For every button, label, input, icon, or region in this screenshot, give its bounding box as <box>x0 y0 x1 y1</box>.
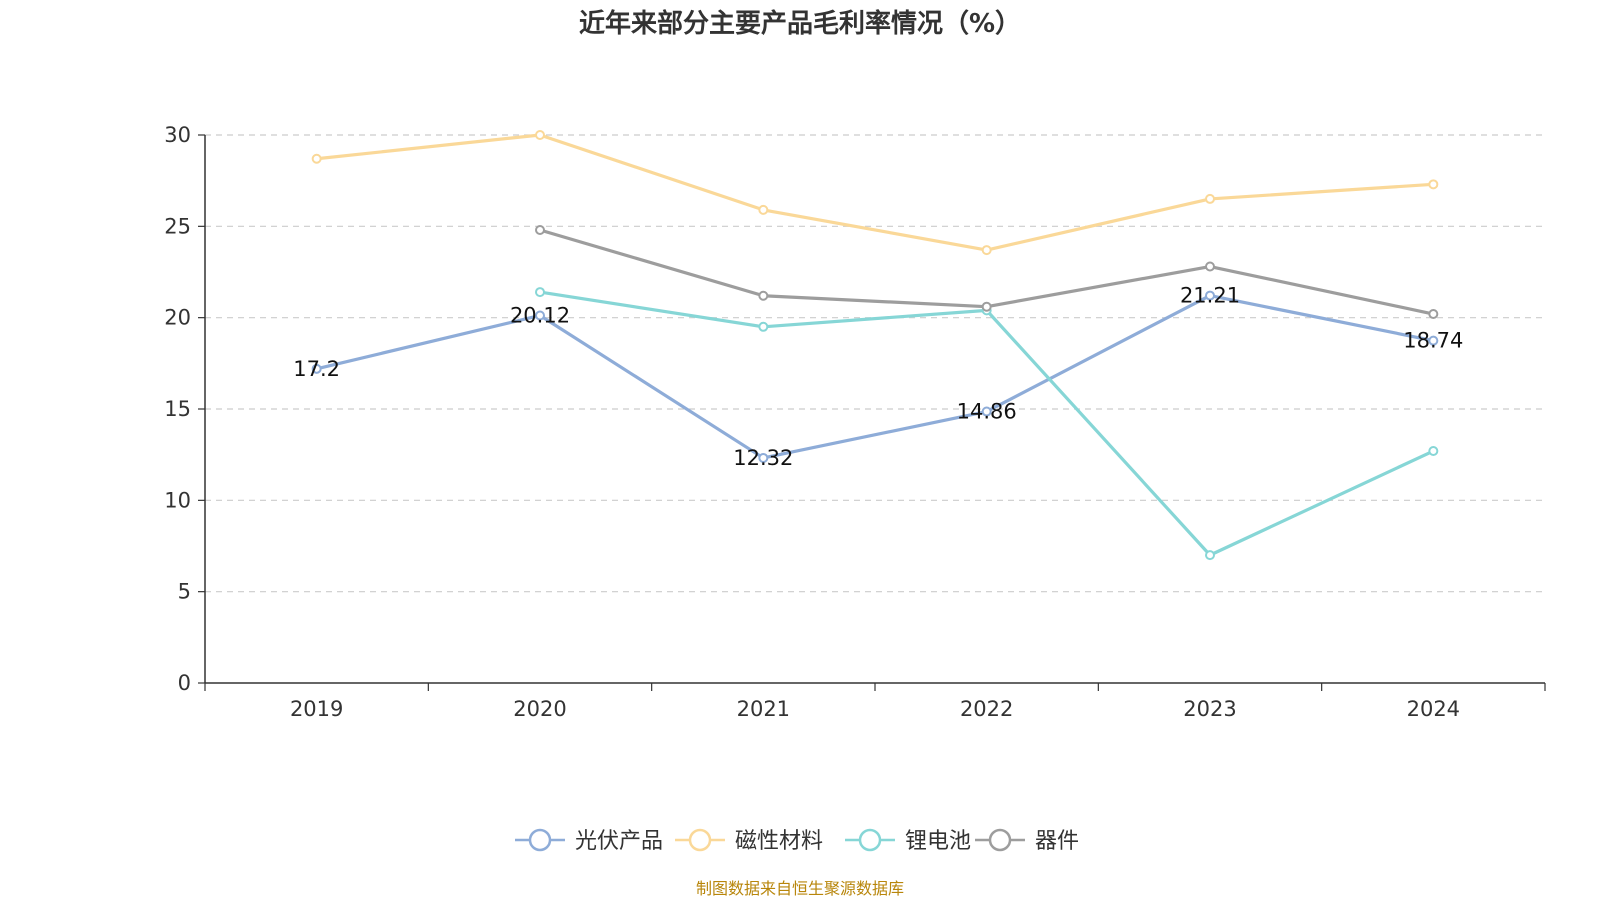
series-line-磁性材料 <box>316 133 1434 252</box>
data-point-锂电池-2020[interactable] <box>535 287 545 298</box>
chart-title: 近年来部分主要产品毛利率情况（%） <box>579 8 1021 39</box>
data-point-磁性材料-2023[interactable] <box>1205 193 1215 204</box>
series-line-器件 <box>539 228 1434 316</box>
data-label-光伏产品-2023: 21.21 <box>1180 284 1240 308</box>
data-label-光伏产品-2024: 18.74 <box>1403 329 1463 353</box>
data-point-锂电池-2021[interactable] <box>758 321 769 332</box>
legend-item-磁性材料[interactable]: 磁性材料 <box>675 828 823 854</box>
legend-item-锂电池[interactable]: 锂电池 <box>845 828 971 854</box>
data-point-磁性材料-2021[interactable] <box>758 204 769 215</box>
series-磁性材料 <box>311 130 1439 256</box>
legend-label-光伏产品: 光伏产品 <box>575 829 663 854</box>
series-line-锂电池 <box>539 290 1435 557</box>
legend-marker-器件 <box>988 828 1012 852</box>
x-tick-label-2019: 2019 <box>290 697 343 721</box>
data-label-光伏产品-2021: 12.32 <box>733 446 793 470</box>
y-tick-label-25: 25 <box>164 214 191 238</box>
y-tick-label-0: 0 <box>178 671 191 695</box>
series-lines <box>311 130 1439 561</box>
data-point-器件-2023[interactable] <box>1205 261 1215 272</box>
data-point-器件-2020[interactable] <box>535 224 545 235</box>
data-point-光伏产品-2022[interactable] <box>981 406 992 417</box>
legend-item-光伏产品[interactable]: 光伏产品 <box>515 828 663 854</box>
legend-label-磁性材料: 磁性材料 <box>735 829 823 854</box>
legend[interactable]: 光伏产品 磁性材料 锂电池 器件 <box>515 828 1079 854</box>
data-label-光伏产品-2019: 17.2 <box>293 357 340 381</box>
legend-label-锂电池: 锂电池 <box>905 829 971 854</box>
x-tick-label-2023: 2023 <box>1183 697 1236 721</box>
x-tick-label-2020: 2020 <box>513 697 566 721</box>
data-point-磁性材料-2024[interactable] <box>1428 179 1439 190</box>
series-锂电池 <box>535 287 1439 561</box>
data-point-器件-2021[interactable] <box>758 290 769 301</box>
legend-marker-磁性材料 <box>688 828 712 852</box>
grid-lines <box>205 134 1545 593</box>
series-光伏产品 <box>311 290 1439 463</box>
series-line-光伏产品 <box>316 293 1434 460</box>
data-point-锂电池-2023[interactable] <box>1205 550 1215 561</box>
data-point-磁性材料-2019[interactable] <box>311 153 322 164</box>
x-tick-label-2022: 2022 <box>960 697 1013 721</box>
data-point-光伏产品-2020[interactable] <box>535 310 545 321</box>
data-point-磁性材料-2020[interactable] <box>535 130 545 140</box>
x-tick-label-2021: 2021 <box>737 697 790 721</box>
source-note: 制图数据来自恒生聚源数据库 <box>696 879 904 898</box>
data-point-光伏产品-2019[interactable] <box>311 363 322 374</box>
data-point-器件-2022[interactable] <box>981 301 992 312</box>
legend-item-器件[interactable]: 器件 <box>975 828 1079 854</box>
series-器件 <box>535 224 1439 320</box>
data-point-光伏产品-2024[interactable] <box>1428 335 1439 346</box>
data-point-磁性材料-2022[interactable] <box>981 245 992 256</box>
y-tick-label-30: 30 <box>164 123 191 147</box>
y-tick-label-20: 20 <box>164 306 191 330</box>
axes: 0 5 10 15 20 25 30 2019 2020 2021 2022 2023 2024 <box>164 123 1546 721</box>
y-tick-label-15: 15 <box>164 397 191 421</box>
y-tick-label-5: 5 <box>178 580 191 604</box>
data-point-光伏产品-2021[interactable] <box>758 452 769 463</box>
legend-label-器件: 器件 <box>1035 829 1079 854</box>
data-labels: 17.2 20.12 12.32 14.86 21.21 18.74 <box>293 284 1463 470</box>
x-tick-label-2024: 2024 <box>1407 697 1460 721</box>
y-tick-label-10: 10 <box>164 488 191 512</box>
data-point-锂电池-2024[interactable] <box>1428 446 1439 457</box>
legend-marker-锂电池 <box>858 828 882 852</box>
data-point-器件-2024[interactable] <box>1428 309 1439 320</box>
data-point-光伏产品-2023[interactable] <box>1205 290 1215 301</box>
legend-marker-光伏产品 <box>528 828 552 852</box>
data-label-光伏产品-2020: 20.12 <box>510 303 570 327</box>
data-label-光伏产品-2022: 14.86 <box>957 400 1017 424</box>
